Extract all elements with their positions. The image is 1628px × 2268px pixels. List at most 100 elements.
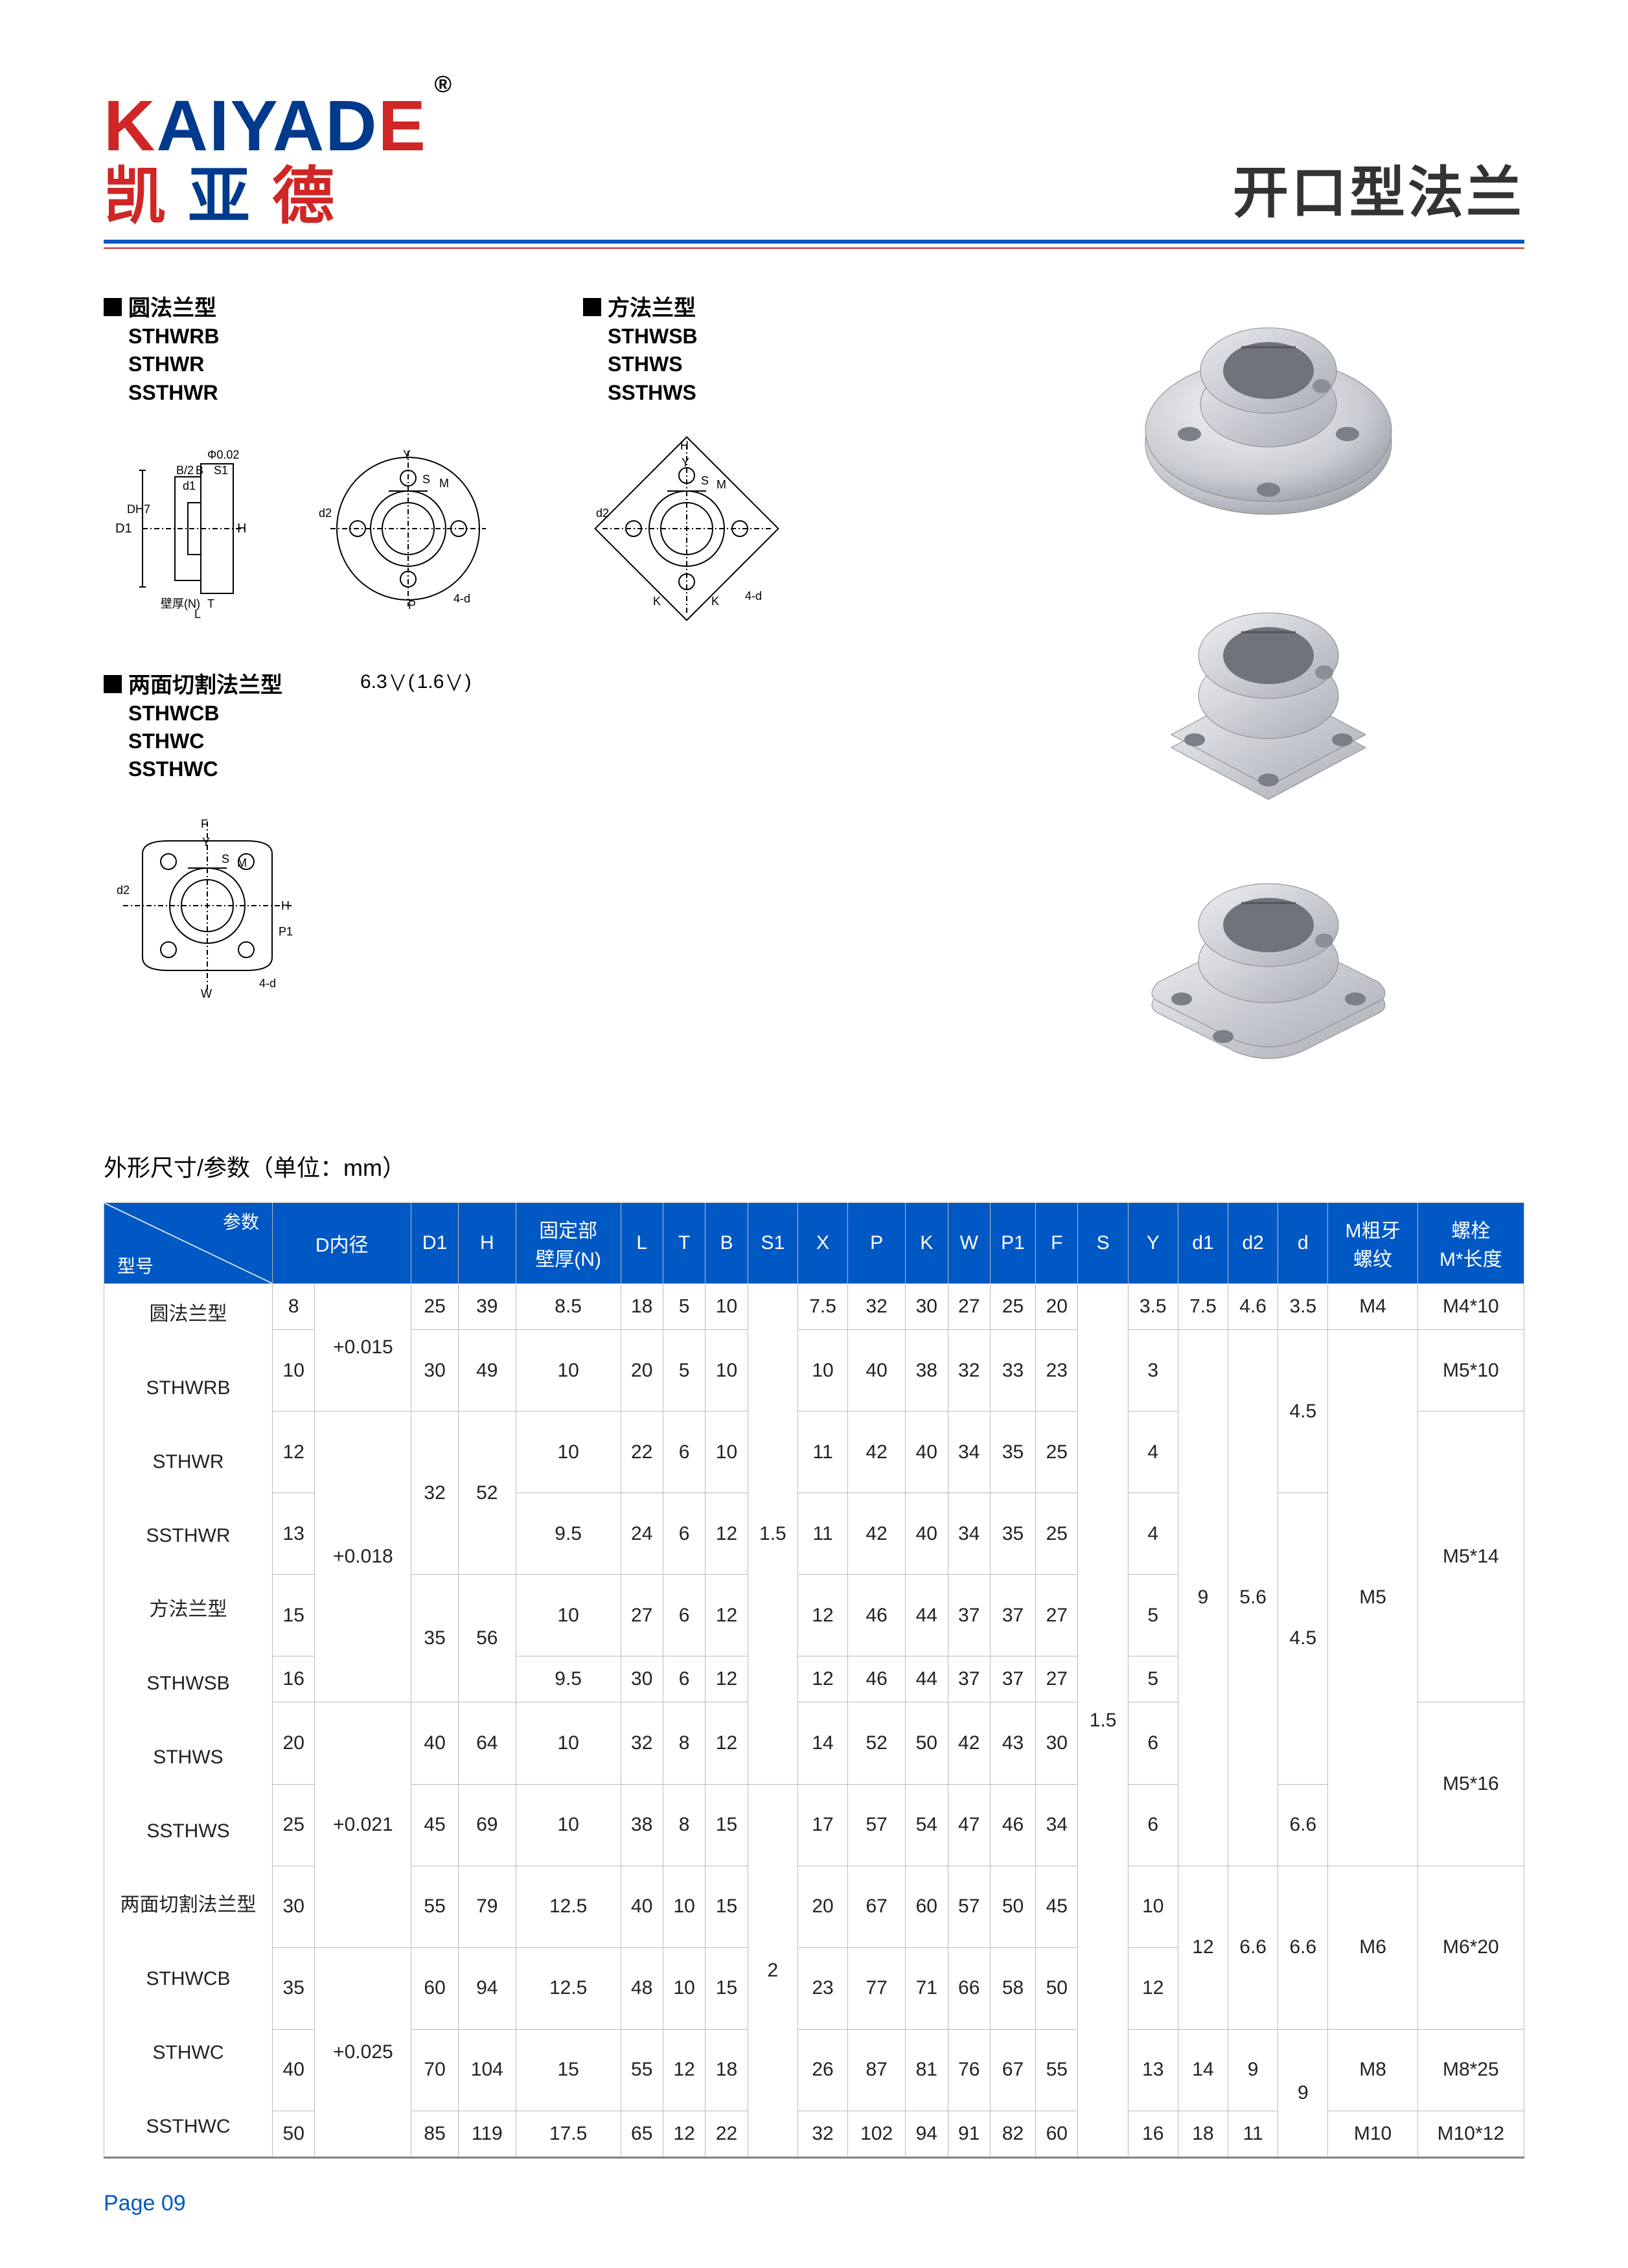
cell: 15 xyxy=(273,1575,315,1656)
cell: 40 xyxy=(273,2029,315,2111)
cell: 6 xyxy=(663,1412,705,1493)
cell: 67 xyxy=(990,2029,1035,2111)
cell: 30 xyxy=(906,1284,948,1330)
cell: 15 xyxy=(516,2029,621,2111)
cell: 52 xyxy=(458,1412,516,1575)
th-S: S xyxy=(1078,1203,1128,1284)
table-bottom-rule xyxy=(104,2157,1524,2159)
cell: 37 xyxy=(990,1656,1035,1702)
cell: 58 xyxy=(990,1947,1035,2029)
brand-cn-2: 亚 xyxy=(188,162,272,231)
cell: 9.5 xyxy=(516,1656,621,1702)
cell: 1.5 xyxy=(748,1284,797,1785)
cell: +0.015 xyxy=(315,1284,411,1412)
cell: M6 xyxy=(1328,1866,1417,2029)
surface-symbol-icon xyxy=(446,673,462,691)
th-D1: D1 xyxy=(411,1203,458,1284)
svg-text:L: L xyxy=(194,608,201,621)
cell: 2 xyxy=(748,1784,797,2157)
cell: 35 xyxy=(990,1493,1035,1575)
cell: 5 xyxy=(663,1330,705,1412)
cell: 60 xyxy=(906,1866,948,1947)
cell: 94 xyxy=(906,2111,948,2157)
product-renders xyxy=(1013,294,1524,1078)
svg-text:Y: Y xyxy=(682,456,689,469)
th-Y: Y xyxy=(1128,1203,1178,1284)
cell: 37 xyxy=(990,1575,1035,1656)
cell: 15 xyxy=(705,1784,748,1866)
cell: 79 xyxy=(458,1866,516,1947)
svg-text:d1: d1 xyxy=(183,479,196,492)
cell: 10 xyxy=(516,1784,621,1866)
diagram-square-face: H Y S M d2 K K 4-d xyxy=(583,425,790,632)
cell: M4*10 xyxy=(1417,1284,1524,1330)
cell: 57 xyxy=(948,1866,990,1947)
th-L: L xyxy=(621,1203,663,1284)
cell: 102 xyxy=(848,2111,906,2157)
cell: 18 xyxy=(621,1284,663,1330)
svg-text:K: K xyxy=(711,595,719,608)
type-title-square: 方法兰型 xyxy=(608,294,698,323)
cell: 8 xyxy=(273,1284,315,1330)
cell: 12 xyxy=(663,2029,705,2111)
cell: 6 xyxy=(663,1656,705,1702)
cell: 40 xyxy=(906,1493,948,1575)
surface-symbol-icon xyxy=(390,673,406,691)
th-P: P xyxy=(848,1203,906,1284)
cell: 10 xyxy=(797,1330,847,1412)
cell: 48 xyxy=(621,1947,663,2029)
cell: 10 xyxy=(516,1702,621,1784)
cell: 38 xyxy=(621,1784,663,1866)
th-d: d xyxy=(1278,1203,1328,1284)
cell: 52 xyxy=(848,1702,906,1784)
cell: 6 xyxy=(1128,1702,1178,1784)
cell: 40 xyxy=(621,1866,663,1947)
svg-text:4-d: 4-d xyxy=(453,592,470,605)
cell: 10 xyxy=(705,1330,748,1412)
cell: 8 xyxy=(663,1702,705,1784)
th-d2: d2 xyxy=(1228,1203,1278,1284)
cell: 6.6 xyxy=(1278,1866,1328,2029)
cell: 30 xyxy=(273,1866,315,1947)
cell: 25 xyxy=(990,1284,1035,1330)
svg-text:S1: S1 xyxy=(214,464,228,477)
square-bullet-icon xyxy=(104,675,122,693)
cell: 16 xyxy=(1128,2111,1178,2157)
cell: 12 xyxy=(1128,1947,1178,2029)
cell: 50 xyxy=(906,1702,948,1784)
cell: 12 xyxy=(663,2111,705,2157)
svg-text:P1: P1 xyxy=(279,925,293,938)
cell: M5 xyxy=(1328,1330,1417,1866)
cell: 10 xyxy=(1128,1866,1178,1947)
type-block-square: 方法兰型 STHWSB STHWS SSTHWS xyxy=(583,294,790,632)
svg-text:d2: d2 xyxy=(319,507,332,520)
cell: 69 xyxy=(458,1784,516,1866)
svg-text:H: H xyxy=(680,439,689,452)
cell: 50 xyxy=(990,1866,1035,1947)
cell: 3.5 xyxy=(1128,1284,1178,1330)
svg-text:4-d: 4-d xyxy=(745,590,762,602)
header-rule-red xyxy=(104,247,1524,249)
cell: 45 xyxy=(411,1784,458,1866)
cell: 87 xyxy=(848,2029,906,2111)
cell: M5*16 xyxy=(1417,1702,1524,1866)
cell: 39 xyxy=(458,1284,516,1330)
cell: 60 xyxy=(411,1947,458,2029)
model-list: 圆法兰型 STHWRB STHWR SSTHWR 方法兰型 STHWSB STH… xyxy=(108,1296,268,2145)
cell: 24 xyxy=(621,1493,663,1575)
table-row: 圆法兰型 STHWRB STHWR SSTHWR 方法兰型 STHWSB STH… xyxy=(104,1284,1524,1330)
page-header: KAIYADE ® 凯亚德 开口型法兰 xyxy=(104,91,1524,228)
cell: 12.5 xyxy=(516,1947,621,2029)
cell: +0.021 xyxy=(315,1702,411,1947)
svg-text:4-d: 4-d xyxy=(259,977,276,990)
svg-text:K: K xyxy=(653,595,661,608)
cell: M5*14 xyxy=(1417,1412,1524,1702)
cell: 20 xyxy=(273,1702,315,1784)
th-N: 固定部 壁厚(N) xyxy=(516,1203,621,1284)
page-number: Page 09 xyxy=(104,2191,1524,2216)
cell: +0.025 xyxy=(315,1947,411,2157)
cell: 18 xyxy=(705,2029,748,2111)
cell: 37 xyxy=(948,1575,990,1656)
brand-cn-1: 凯 xyxy=(104,162,188,231)
cell: M6*20 xyxy=(1417,1866,1524,2029)
